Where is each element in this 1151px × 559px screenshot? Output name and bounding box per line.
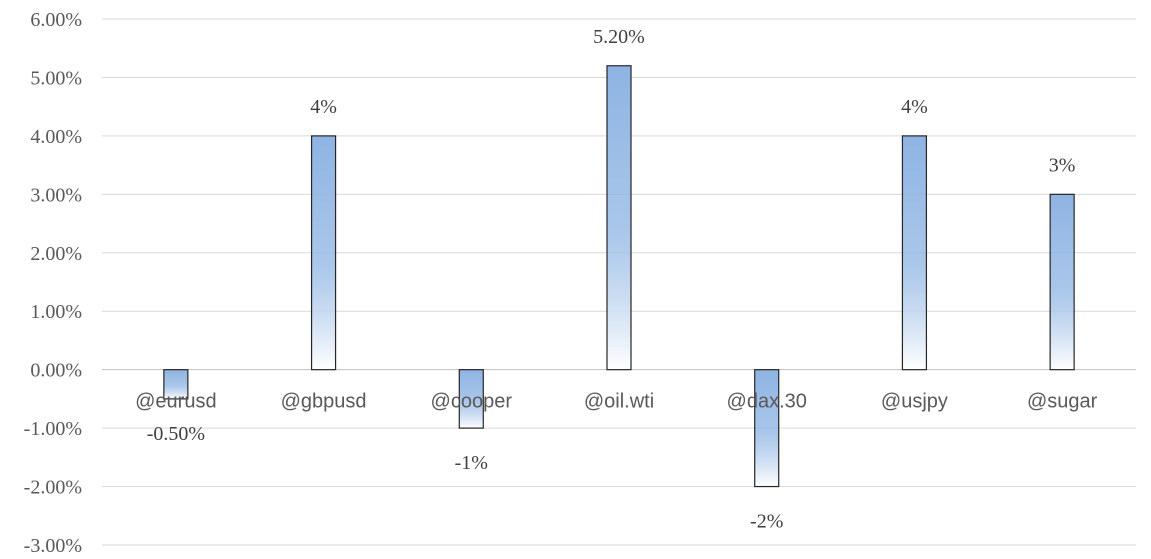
y-tick-label: 6.00%	[30, 9, 82, 31]
data-label: -1%	[455, 452, 488, 474]
bar	[754, 369, 780, 488]
category-labels: @eurusd @gbpusd @cooper @oil.wti @dax.30 @usj…	[135, 391, 1098, 413]
category-label: @oil.wti	[584, 391, 654, 413]
category-label: @cooper	[431, 391, 513, 413]
category-label: @eurusd	[135, 391, 216, 413]
data-label: 4%	[310, 96, 337, 118]
y-tick-label: -2.00%	[24, 477, 82, 499]
bar	[163, 369, 189, 400]
bar	[310, 135, 337, 371]
bar	[606, 65, 632, 371]
y-tick-label: 5.00%	[30, 67, 82, 89]
bar	[458, 369, 484, 429]
data-labels: -0.50% 4% -1% 5.20% -2% 4% 3%	[147, 26, 1076, 533]
category-label: @sugar	[1027, 391, 1098, 413]
data-label: 5.20%	[593, 26, 645, 48]
data-label: -0.50%	[147, 423, 205, 445]
bar	[901, 135, 928, 371]
y-tick-label: -3.00%	[24, 535, 82, 557]
bars	[163, 65, 1075, 488]
data-label: -2%	[750, 511, 783, 533]
y-tick-label: 2.00%	[30, 243, 82, 265]
y-axis-tick-labels: 6.00% 5.00% 4.00% 3.00% 2.00% 1.00% 0.00% -1.00…	[24, 9, 82, 557]
category-label: @gbpusd	[281, 391, 367, 413]
y-tick-label: 1.00%	[30, 301, 82, 323]
data-label: 4%	[901, 96, 928, 118]
y-tick-label: -1.00%	[24, 418, 82, 440]
y-tick-label: 3.00%	[30, 184, 82, 206]
category-label: @dax.30	[727, 391, 807, 413]
data-label: 3%	[1049, 154, 1076, 176]
bar	[1049, 193, 1075, 371]
y-tick-label: 4.00%	[30, 126, 82, 148]
y-tick-label: 0.00%	[30, 360, 82, 382]
category-label: @usjpy	[881, 391, 948, 413]
